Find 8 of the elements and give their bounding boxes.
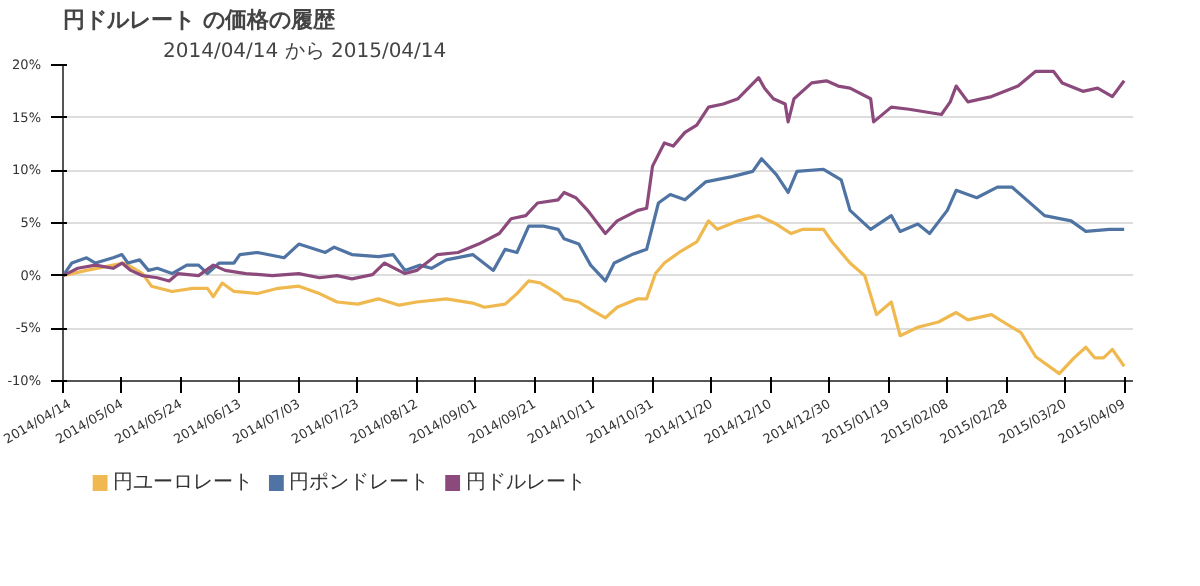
chart-title: 円ドルレート の価格の履歴: [63, 7, 337, 33]
chart-subtitle: 2014/04/14 から 2015/04/14: [163, 41, 447, 63]
legend-label: 円ユーロレート: [113, 472, 254, 494]
line-series: [63, 214, 1126, 376]
line-series: [63, 69, 1126, 283]
legend-label: 円ドルレート: [465, 472, 586, 494]
legend-label: 円ポンドレート: [289, 472, 430, 494]
line-series: [63, 157, 1126, 283]
